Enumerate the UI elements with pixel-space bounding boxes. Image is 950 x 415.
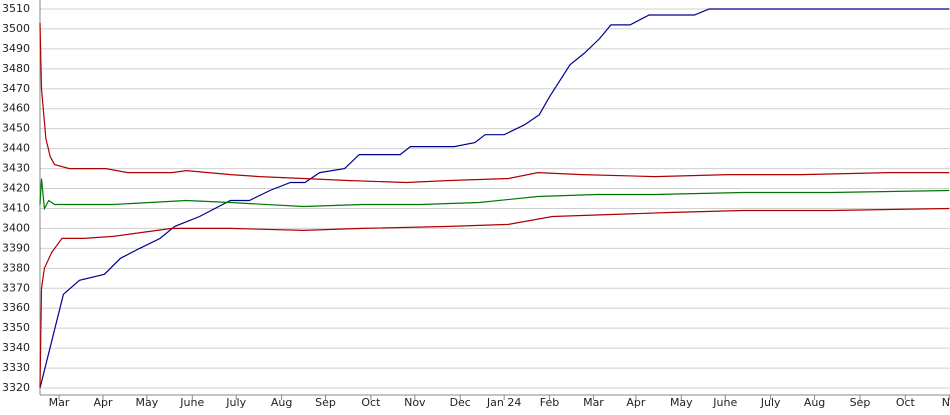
x-tick-label: May xyxy=(670,396,693,409)
y-tick-label: 3400 xyxy=(2,221,30,234)
x-tick-label: Oct xyxy=(361,396,381,409)
x-tick-label: Jan 24 xyxy=(486,396,521,409)
y-tick-label: 3370 xyxy=(2,281,30,294)
x-tick-label: No xyxy=(942,396,950,409)
y-tick-label: 3320 xyxy=(2,381,30,394)
y-tick-label: 3390 xyxy=(2,241,30,254)
y-tick-label: 3380 xyxy=(2,261,30,274)
y-tick-label: 3360 xyxy=(2,301,30,314)
y-tick-label: 3410 xyxy=(2,201,30,214)
x-tick-label: Mar xyxy=(49,396,70,409)
line xyxy=(39,178,950,211)
x-tick-label: Apr xyxy=(93,396,113,409)
x-tick-label: Aug xyxy=(271,396,292,409)
x-tick-label: Dec xyxy=(450,396,471,409)
x-tick-label: May xyxy=(136,396,159,409)
x-tick-label: July xyxy=(225,396,246,409)
x-tick-label: Sep xyxy=(850,396,871,409)
y-tick-label: 3450 xyxy=(2,122,30,135)
y-tick-label: 3510 xyxy=(2,2,30,15)
x-tick-label: Nov xyxy=(404,396,426,409)
y-tick-label: 3420 xyxy=(2,182,30,195)
x-tick-label: Apr xyxy=(626,396,646,409)
x-tick-label: June xyxy=(712,396,737,409)
y-tick-label: 3470 xyxy=(2,82,30,95)
x-tick-label: Aug xyxy=(804,396,825,409)
y-tick-label: 3460 xyxy=(2,102,30,115)
y-tick-label: 3480 xyxy=(2,62,30,75)
line xyxy=(39,22,950,184)
x-tick-label: Feb xyxy=(540,396,559,409)
y-tick-label: 3430 xyxy=(2,162,30,175)
y-tick-label: 3500 xyxy=(2,22,30,35)
x-tick-label: Sep xyxy=(315,396,336,409)
y-tick-label: 3330 xyxy=(2,361,30,374)
x-tick-label: Oct xyxy=(896,396,916,409)
line xyxy=(39,207,950,389)
x-tick-label: July xyxy=(760,396,781,409)
x-tick-label: Mar xyxy=(583,396,604,409)
y-tick-label: 3440 xyxy=(2,142,30,155)
line xyxy=(39,8,950,389)
x-tick-label: June xyxy=(179,396,204,409)
y-tick-label: 3340 xyxy=(2,341,30,354)
y-tick-label: 3350 xyxy=(2,321,30,334)
y-tick-label: 3490 xyxy=(2,42,30,55)
